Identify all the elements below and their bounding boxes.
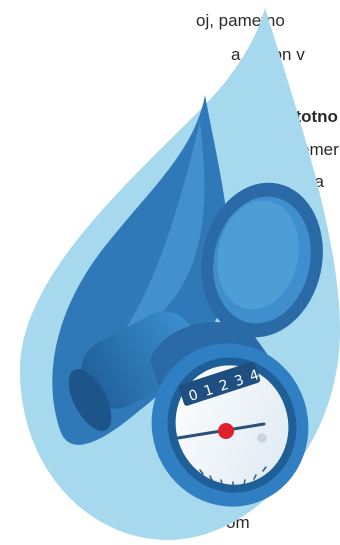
text-line-4: emer — [300, 140, 339, 159]
meter-digit: 4 — [247, 367, 262, 386]
meter-counter-icon — [178, 361, 261, 406]
meter-digit: 0 — [186, 386, 201, 405]
meter-ticks-icon — [199, 466, 267, 487]
meter-needle-hub-icon — [218, 423, 234, 439]
drop-inner-highlight-icon — [125, 120, 205, 331]
meter-pipe-icon — [81, 311, 199, 409]
meter-digit: 2 — [217, 377, 231, 395]
meter-digit: 3 — [232, 372, 246, 391]
meter-digit: 1 — [202, 381, 216, 400]
